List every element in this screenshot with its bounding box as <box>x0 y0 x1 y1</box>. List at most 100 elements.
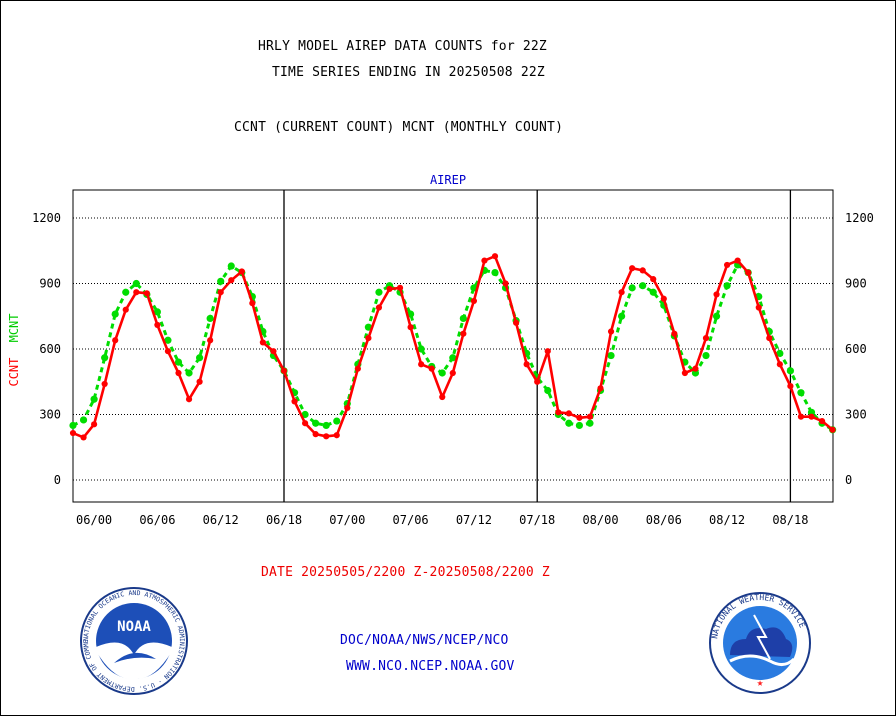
point-ccnt <box>386 285 393 293</box>
point-mcnt <box>723 282 731 290</box>
point-mcnt <box>79 416 88 424</box>
point-mcnt <box>491 268 499 277</box>
svg-text:CCNT MCNT: CCNT MCNT <box>7 313 21 386</box>
ylabel-mcnt: MCNT <box>7 313 21 342</box>
point-mcnt <box>786 367 795 375</box>
point-ccnt <box>555 409 562 416</box>
point-ccnt <box>439 393 446 401</box>
x-tick-label: 07/00 <box>329 513 365 527</box>
point-ccnt <box>80 434 87 441</box>
point-mcnt <box>312 419 320 427</box>
point-mcnt <box>132 279 140 288</box>
point-ccnt <box>502 280 509 287</box>
point-mcnt <box>776 349 784 357</box>
point-ccnt <box>576 414 583 421</box>
point-mcnt <box>185 369 193 377</box>
point-ccnt <box>829 426 836 433</box>
url-line: WWW.NCO.NCEP.NOAA.GOV <box>346 659 515 674</box>
point-ccnt <box>597 385 604 392</box>
point-mcnt <box>544 386 552 395</box>
point-ccnt <box>428 365 435 372</box>
point-mcnt <box>227 262 235 270</box>
point-ccnt <box>249 300 256 307</box>
date-range: DATE 20250505/2200 Z-20250508/2200 Z <box>261 565 550 580</box>
y-tick-label: 600 <box>845 342 867 356</box>
point-mcnt <box>565 419 573 427</box>
x-tick-label: 08/12 <box>709 513 745 527</box>
point-mcnt <box>196 354 204 362</box>
y-tick-label: 1200 <box>32 211 61 225</box>
point-mcnt <box>575 421 584 430</box>
y-tick-label: 600 <box>39 342 61 356</box>
point-mcnt <box>691 369 700 377</box>
point-ccnt <box>660 295 667 302</box>
point-ccnt <box>333 432 340 439</box>
point-ccnt <box>228 277 235 284</box>
point-ccnt <box>302 420 309 427</box>
point-ccnt <box>565 410 572 417</box>
point-ccnt <box>523 361 530 368</box>
point-ccnt <box>681 369 689 377</box>
point-ccnt <box>818 417 826 425</box>
point-mcnt <box>649 288 657 296</box>
point-ccnt <box>365 334 372 342</box>
point-ccnt <box>607 328 615 335</box>
point-mcnt <box>375 288 383 296</box>
point-ccnt <box>586 413 594 420</box>
point-mcnt <box>449 354 457 362</box>
point-ccnt <box>122 306 129 313</box>
point-mcnt <box>807 408 816 416</box>
point-ccnt <box>629 265 636 272</box>
point-ccnt <box>618 289 625 296</box>
point-mcnt <box>618 312 626 320</box>
point-mcnt <box>639 282 647 290</box>
x-tick-label: 08/06 <box>646 513 682 527</box>
point-ccnt <box>375 304 383 311</box>
chart-title-line1: HRLY MODEL AIREP DATA COUNTS for 22Z <box>258 39 547 54</box>
point-mcnt <box>586 419 594 427</box>
y-axis-label: CCNT MCNT <box>7 313 21 386</box>
point-mcnt <box>459 314 467 323</box>
point-ccnt <box>238 268 245 275</box>
grid <box>73 217 833 481</box>
point-mcnt <box>797 389 805 397</box>
y-tick-label: 300 <box>845 408 867 422</box>
point-ccnt <box>312 431 319 438</box>
x-tick-label: 08/00 <box>582 513 618 527</box>
point-ccnt <box>291 398 298 405</box>
point-mcnt <box>712 312 721 320</box>
point-ccnt <box>101 380 108 388</box>
y-tick-labels-left: 0 300 600 900 1200 <box>32 211 61 487</box>
point-ccnt <box>776 361 783 368</box>
point-ccnt <box>787 383 794 390</box>
point-mcnt <box>333 417 341 425</box>
point-ccnt <box>259 339 266 346</box>
point-ccnt <box>396 284 404 291</box>
point-mcnt <box>438 369 446 377</box>
ylabel-ccnt: CCNT <box>7 358 21 387</box>
y-tick-label: 900 <box>39 277 61 291</box>
point-mcnt <box>164 336 172 344</box>
point-ccnt <box>91 421 98 428</box>
y-tick-label: 0 <box>845 473 852 487</box>
point-mcnt <box>301 410 309 419</box>
point-ccnt <box>745 269 752 276</box>
point-ccnt <box>470 297 477 305</box>
point-mcnt <box>417 345 425 353</box>
y-tick-label: 300 <box>39 408 61 422</box>
point-ccnt <box>702 334 710 342</box>
point-ccnt <box>407 324 414 331</box>
point-ccnt <box>112 337 119 344</box>
point-ccnt <box>175 369 182 377</box>
chart-title-line2: TIME SERIES ENDING IN 20250508 22Z <box>272 65 545 80</box>
point-mcnt <box>206 314 214 323</box>
svg-text:★: ★ <box>757 676 764 689</box>
point-mcnt <box>101 354 109 362</box>
point-ccnt <box>196 378 203 385</box>
x-tick-labels: 06/00 06/06 06/12 06/18 07/00 07/06 07/12 07/18… <box>76 513 808 527</box>
point-ccnt <box>154 321 161 329</box>
day-boundaries <box>283 190 792 502</box>
point-mcnt <box>217 277 225 285</box>
noaa-logo: NOAA NATIONAL OCEANIC AND ATMOSPHERIC AD… <box>80 587 188 695</box>
x-tick-label: 06/12 <box>203 513 239 527</box>
